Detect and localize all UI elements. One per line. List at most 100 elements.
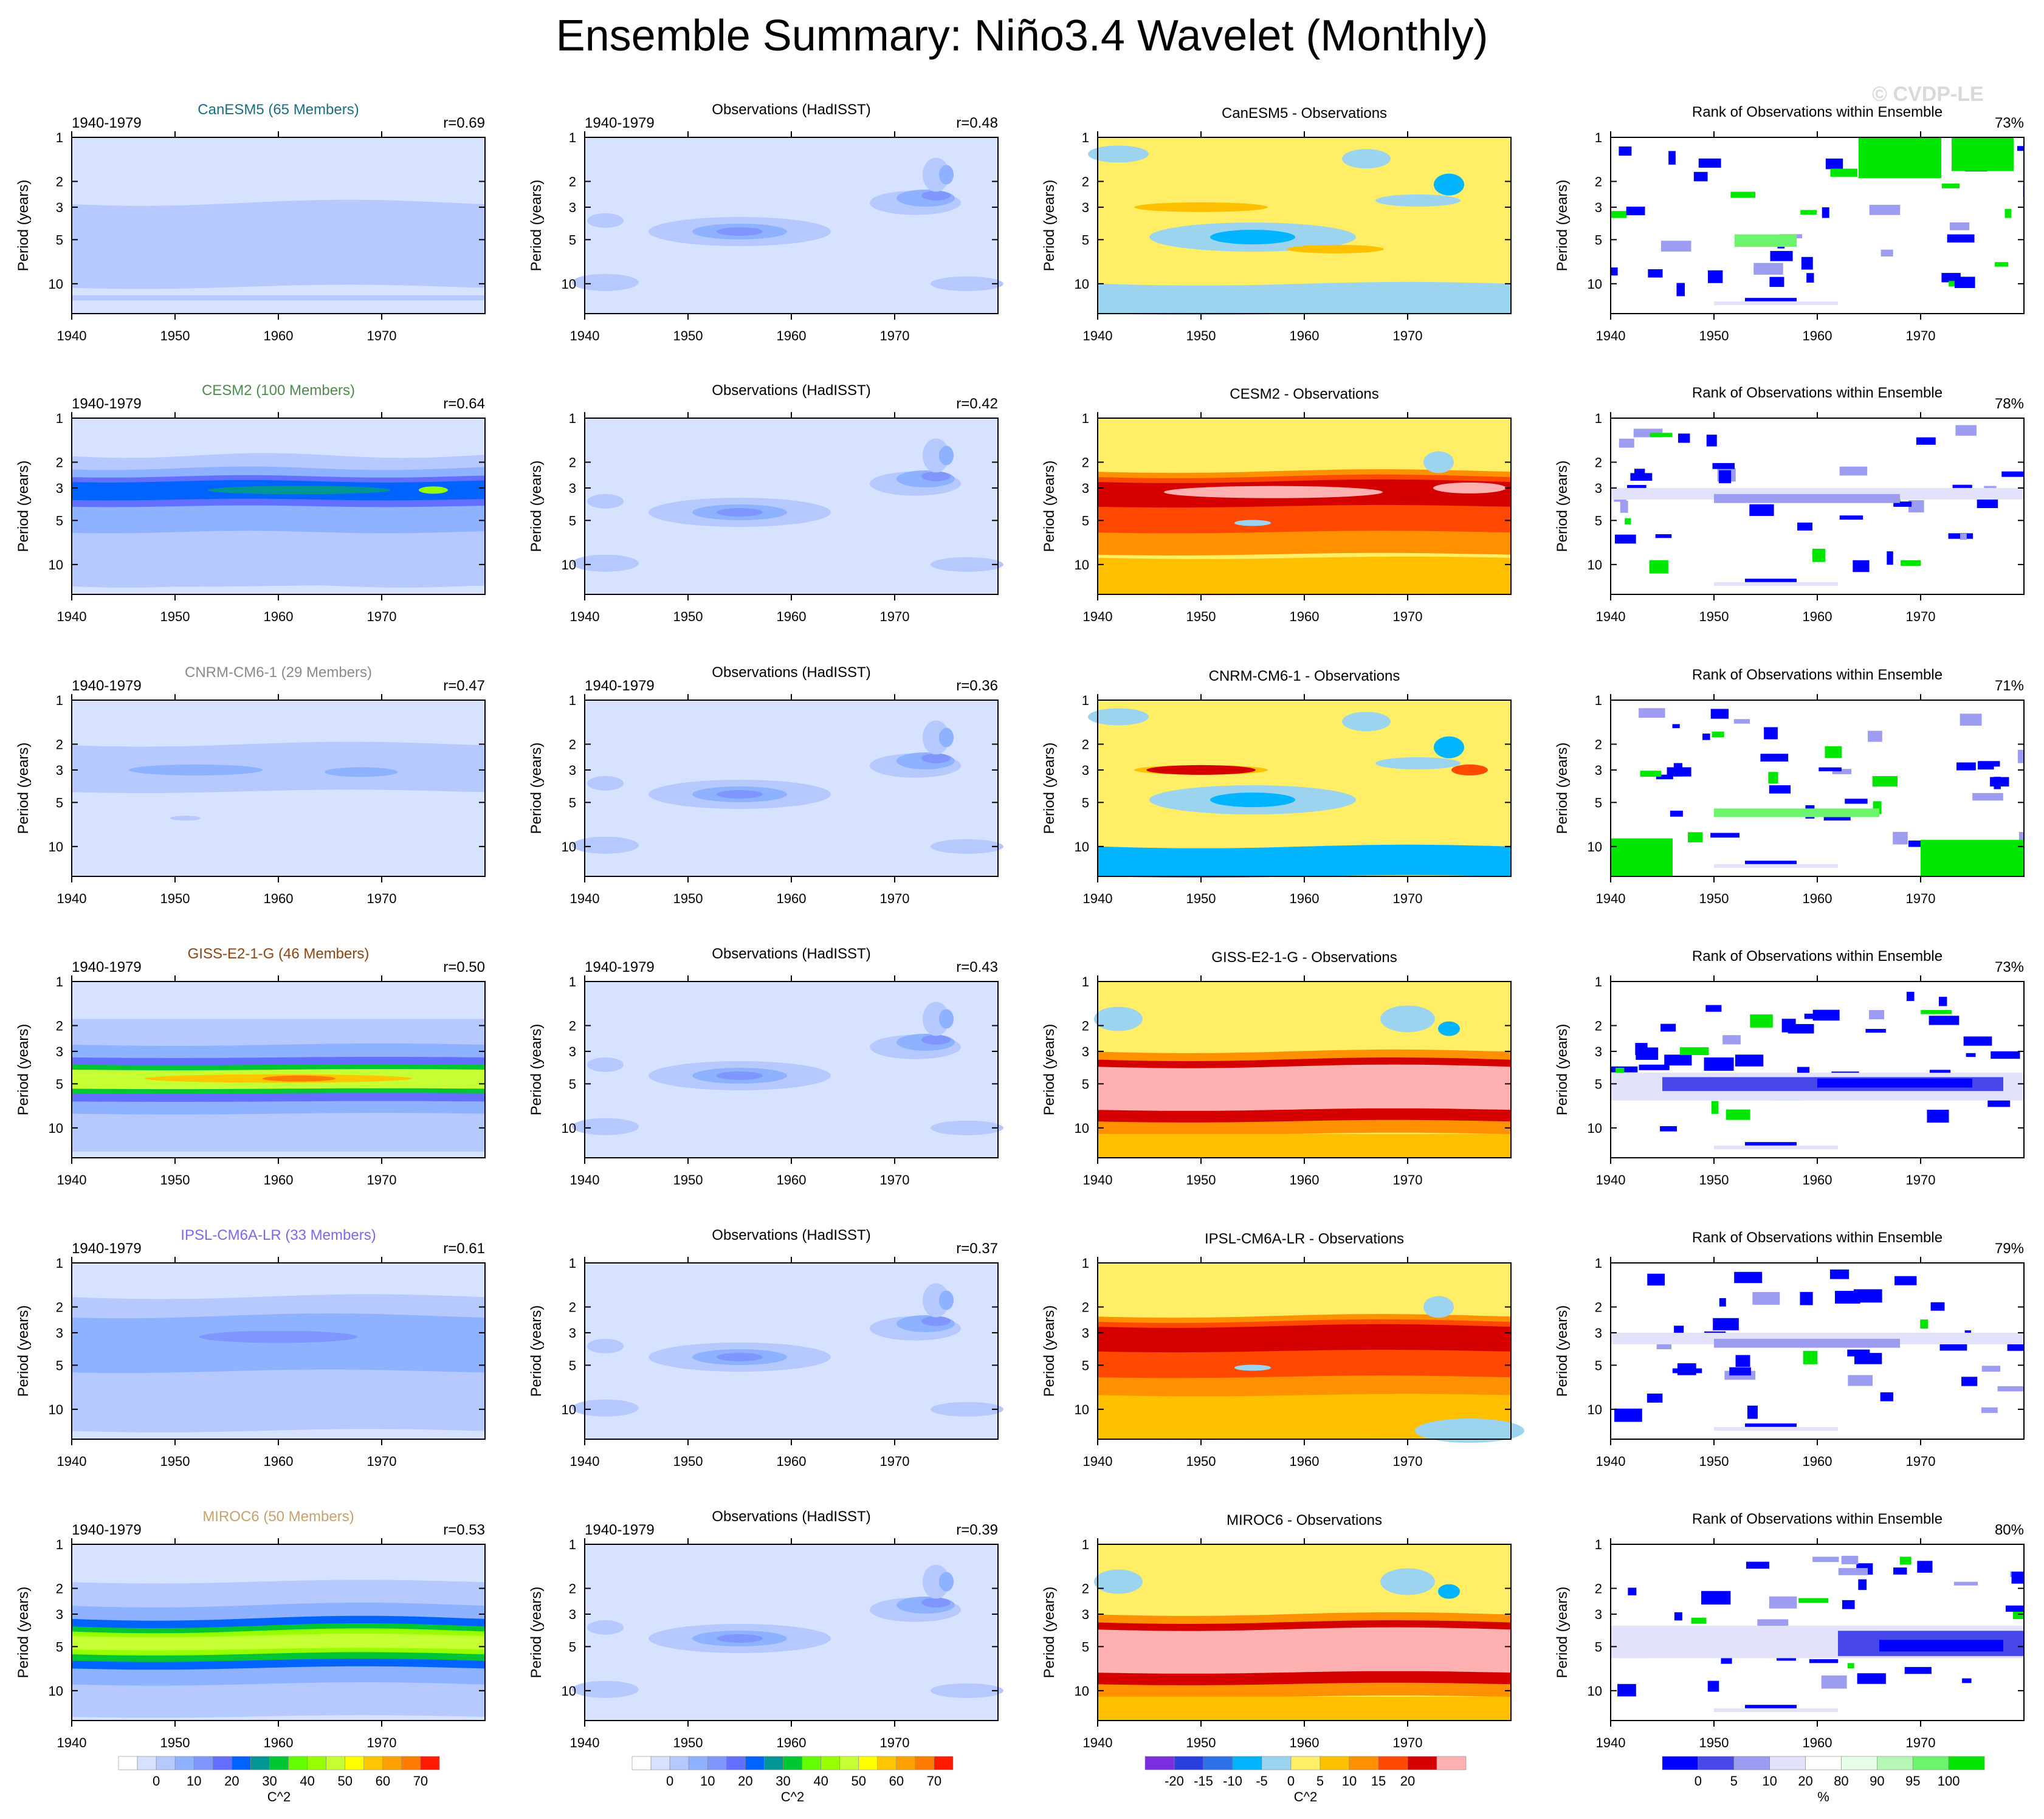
rank-cell [1859, 137, 1941, 179]
colorbar-swatch [650, 1756, 670, 1770]
y-tick-label: 3 [569, 1326, 576, 1341]
rank-cell [1630, 473, 1653, 481]
contour-blob [1434, 736, 1464, 758]
contour-blob [1094, 1569, 1143, 1594]
colorbar-swatch [707, 1756, 727, 1770]
y-tick-label: 2 [1595, 737, 1602, 752]
y-tick-label: 10 [1588, 839, 1602, 854]
colorbar-swatch [858, 1756, 878, 1770]
rank-cell [1991, 1051, 2020, 1059]
rank-cell [1701, 1590, 1731, 1605]
y-axis-label: Period (years) [1554, 743, 1571, 834]
colorbar-label: -15 [1194, 1773, 1213, 1789]
x-tick-label: 1970 [367, 609, 397, 624]
y-axis-label: Period (years) [15, 1024, 32, 1116]
contour-blob [1375, 757, 1461, 769]
x-tick-label: 1940 [1083, 891, 1113, 906]
x-tick-label: 1950 [673, 609, 703, 624]
colorbar-3: -20 -15 -10 -5 0 5 10 15 20 C^2 [1144, 1756, 1467, 1804]
contour-blob [939, 165, 954, 185]
rank-cell [1745, 861, 1797, 864]
rank-cell [1619, 146, 1632, 156]
contour-blob [939, 727, 954, 748]
y-tick-label: 1 [1082, 411, 1089, 426]
colorbar-swatch [1436, 1756, 1467, 1770]
y-tick-label: 5 [1595, 1639, 1602, 1654]
contour-blob [939, 1290, 954, 1310]
colorbar-2: 0 10 20 30 40 50 60 70 C^2 [631, 1756, 954, 1804]
x-tick-label: 1940 [1596, 1172, 1626, 1188]
year-range: 1940-1979 [585, 959, 655, 975]
obs-title: Observations (HadISST) [712, 664, 870, 681]
colorbar-label: -10 [1223, 1773, 1242, 1789]
rank-title: Rank of Observations within Ensemble [1692, 385, 1942, 401]
y-tick-label: 2 [1595, 1300, 1602, 1315]
y-axis-label: Period (years) [1041, 1305, 1058, 1397]
rank-cell [1830, 168, 1857, 177]
diff-title: CanESM5 - Observations [1222, 105, 1387, 122]
y-tick-label: 10 [1588, 1683, 1602, 1699]
rank-cell [1769, 1596, 1797, 1609]
x-tick-label: 1940 [1596, 1454, 1626, 1469]
y-tick-label: 3 [56, 1044, 63, 1059]
y-axis-label: Period (years) [15, 461, 32, 552]
colorbar-swatch [1912, 1756, 1949, 1770]
rank-cell [1921, 1009, 1952, 1014]
x-tick-label: 1940 [570, 1454, 600, 1469]
rank-cell [2001, 471, 2024, 477]
model-title: GISS-E2-1-G (46 Members) [188, 946, 370, 962]
x-tick-label: 1940 [1596, 1735, 1626, 1750]
y-tick-label: 10 [49, 557, 63, 573]
year-range: 1940-1979 [72, 115, 142, 131]
panel-model-6: 1 2 3 5 10 1940 1950 1960 1970 Period (years) 1940… [15, 1508, 486, 1750]
rank-cell [1894, 1276, 1917, 1285]
y-tick-label: 3 [569, 763, 576, 778]
panel-model-5: 1 2 3 5 10 1940 1950 1960 1970 Period (years) 1940… [15, 1227, 486, 1469]
contour-blob [572, 273, 639, 291]
rank-cell [1825, 158, 1843, 170]
correlation-label: r=0.36 [956, 678, 998, 694]
panel-rank-6: 1 2 3 5 10 1940 1950 1960 1970 Period (years) Rank… [1554, 1511, 2025, 1750]
y-tick-label: 2 [1595, 455, 1602, 470]
rank-cell [1809, 1659, 1839, 1663]
rank-cell [1908, 500, 1924, 513]
colorbar-swatch [326, 1756, 346, 1770]
rank-cell [1841, 1555, 1859, 1564]
rank-cell [1930, 1302, 1945, 1311]
rank-cell [1745, 1705, 1797, 1708]
contour-blob [1375, 194, 1461, 207]
x-tick-label: 1970 [1906, 891, 1936, 906]
colorbar-label: -5 [1256, 1773, 1268, 1789]
y-tick-label: 3 [1595, 1326, 1602, 1341]
y-tick-label: 2 [56, 1019, 63, 1034]
y-tick-label: 5 [569, 232, 576, 247]
x-tick-label: 1950 [1186, 1735, 1216, 1750]
contour-blob [931, 1120, 1003, 1135]
rank-cell [1839, 466, 1868, 476]
rank-cell [1872, 775, 1898, 787]
contour-blob [931, 557, 1003, 572]
panel-diff-1: 1 2 3 5 10 1940 1950 1960 1970 Period (years) CanE… [1041, 105, 1512, 343]
contour-blob [199, 1330, 357, 1343]
y-tick-label: 2 [569, 174, 576, 190]
panel-diff-3: 1 2 3 5 10 1940 1950 1960 1970 Period (years) CNRM… [1041, 668, 1512, 906]
contour-blob [931, 1683, 1003, 1698]
rank-cell [1952, 137, 2014, 171]
contour-blob [1342, 149, 1391, 169]
x-tick-label: 1970 [880, 609, 910, 624]
diff-title: CESM2 - Observations [1230, 386, 1378, 402]
rank-cell [1620, 500, 1628, 513]
y-tick-label: 3 [1082, 1326, 1089, 1341]
x-tick-label: 1950 [160, 609, 190, 624]
panel-diff-6: 1 2 3 5 10 1940 1950 1960 1970 Period (years) MIRO… [1041, 1512, 1512, 1750]
x-tick-label: 1970 [1393, 1172, 1423, 1188]
y-tick-label: 5 [56, 795, 63, 810]
contour-band [72, 741, 485, 793]
colorbar-swatch [726, 1756, 746, 1770]
x-tick-label: 1960 [777, 891, 807, 906]
rank-cell [1611, 267, 1618, 276]
colorbar-1: 0 10 20 30 40 50 60 70 C^2 [118, 1756, 440, 1804]
x-tick-label: 1950 [1699, 1172, 1729, 1188]
colorbar-swatch [212, 1756, 232, 1770]
y-tick-label: 1 [56, 1256, 63, 1271]
